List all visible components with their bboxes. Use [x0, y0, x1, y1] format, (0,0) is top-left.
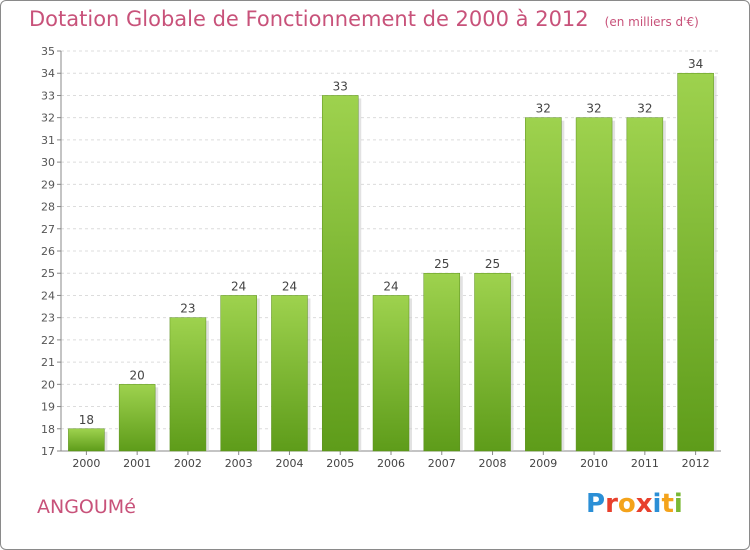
y-tick-label: 18	[41, 423, 55, 436]
y-tick-label: 24	[41, 289, 55, 302]
bar-2004[interactable]	[271, 295, 308, 452]
logo-letter: i	[673, 489, 683, 519]
y-tick-label: 32	[41, 112, 55, 125]
bar-value-label: 18	[79, 413, 94, 427]
bar-2005[interactable]	[321, 95, 359, 452]
bar-value-label: 33	[333, 79, 348, 93]
x-tick-label: 2001	[123, 457, 151, 470]
logo-letter: o	[617, 489, 636, 519]
town-name: ANGOUMé	[37, 496, 136, 518]
bar-value-label: 24	[231, 279, 246, 293]
y-tick-label: 22	[41, 334, 55, 347]
bar-2003[interactable]	[220, 295, 257, 452]
y-tick-label: 31	[41, 134, 55, 147]
bar-value-label: 32	[586, 102, 601, 116]
bar-value-label: 25	[485, 257, 500, 271]
bar-value-label: 32	[536, 102, 551, 116]
y-tick-label: 35	[41, 45, 55, 58]
y-tick-label: 30	[41, 156, 55, 169]
labels: 17 18 19 20 21 22 23 24 25 26 27 28 29 30 31 32 33 34 35 18…	[41, 45, 710, 470]
x-tick-label: 2011	[631, 457, 659, 470]
bar-2000[interactable]	[68, 428, 105, 452]
y-tick-label: 33	[41, 89, 55, 102]
chart-title: Dotation Globale de Fonctionnement de 20…	[29, 7, 589, 31]
bars	[68, 72, 717, 452]
logo-letter: x	[635, 489, 653, 519]
bar-value-label: 23	[180, 302, 195, 316]
y-tick-label: 21	[41, 356, 55, 369]
bar-value-label: 24	[282, 279, 297, 293]
logo-letter: P	[586, 489, 606, 519]
logo-letter: t	[661, 489, 674, 519]
chart-subtitle: (en milliers d'€)	[604, 15, 699, 29]
x-tick-label: 2012	[682, 457, 710, 470]
bar-value-label: 32	[637, 102, 652, 116]
bar-2006[interactable]	[372, 295, 410, 452]
y-tick-label: 26	[41, 245, 55, 258]
bar-value-label: 25	[434, 257, 449, 271]
x-tick-label: 2004	[275, 457, 303, 470]
bar-2001[interactable]	[118, 384, 156, 452]
x-tick-label: 2008	[479, 457, 507, 470]
y-tick-label: 23	[41, 312, 55, 325]
y-tick-label: 19	[41, 401, 55, 414]
x-tick-label: 2000	[72, 457, 100, 470]
x-tick-label: 2003	[225, 457, 253, 470]
bar-value-label: 20	[130, 368, 145, 382]
y-tick-label: 34	[41, 67, 55, 80]
bar-2007[interactable]	[423, 272, 461, 452]
bar-value-label: 24	[383, 279, 398, 293]
x-tick-label: 2002	[174, 457, 202, 470]
bar-2012[interactable]	[677, 72, 714, 452]
logo-letter: r	[605, 489, 618, 519]
y-tick-label: 29	[41, 178, 55, 191]
bar-2008[interactable]	[474, 272, 511, 452]
logo-letter: i	[652, 489, 662, 519]
x-tick-label: 2009	[529, 457, 557, 470]
y-tick-label: 17	[41, 445, 55, 458]
bar-value-label: 34	[688, 57, 703, 71]
bar-2002[interactable]	[169, 317, 207, 452]
y-tick-label: 25	[41, 267, 55, 280]
chart-title-block: Dotation Globale de Fonctionnement de 20…	[29, 7, 699, 31]
x-tick-label: 2010	[580, 457, 608, 470]
x-tick-label: 2005	[326, 457, 354, 470]
y-tick-label: 27	[41, 223, 55, 236]
bar-2010[interactable]	[575, 117, 613, 452]
x-tick-label: 2007	[428, 457, 456, 470]
x-tick-label: 2006	[377, 457, 405, 470]
bar-2009[interactable]	[525, 117, 562, 452]
y-tick-label: 20	[41, 378, 55, 391]
proxiti-logo[interactable]: Proxiti	[586, 489, 683, 519]
y-tick-label: 28	[41, 201, 55, 214]
bar-2011[interactable]	[626, 117, 664, 452]
